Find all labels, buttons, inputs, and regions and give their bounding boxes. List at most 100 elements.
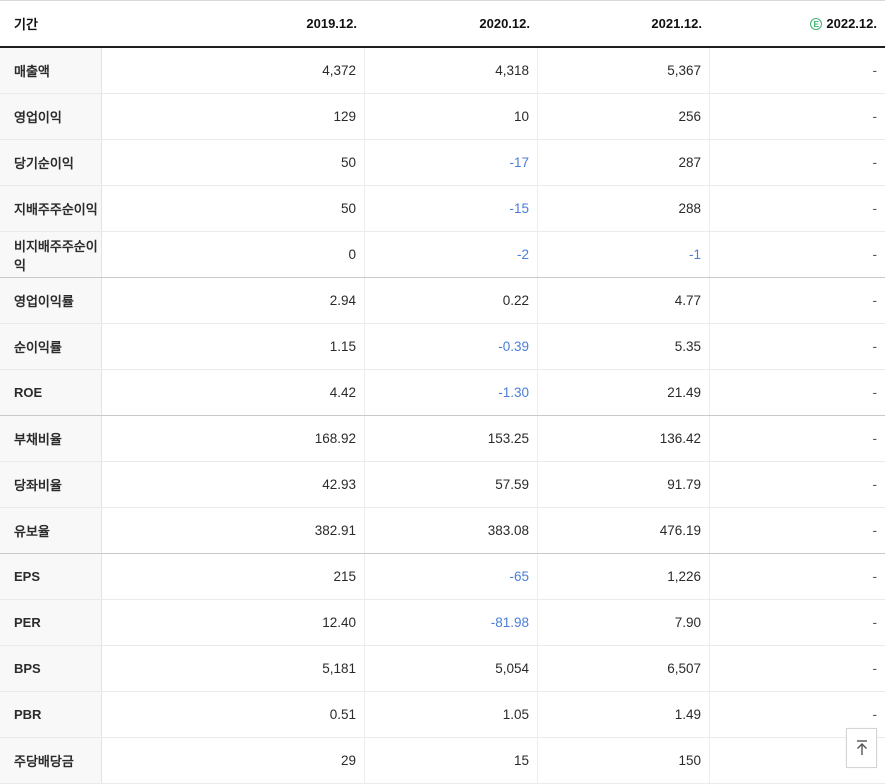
header-column-202112: 2021.12. bbox=[651, 16, 702, 31]
cell-value: - bbox=[872, 155, 878, 170]
cell-value: 50 bbox=[102, 140, 365, 185]
cell-value: 4.42 bbox=[102, 370, 365, 415]
cell-value: 7.90 bbox=[538, 600, 710, 645]
row-label: 영업이익률 bbox=[0, 278, 102, 323]
cell-value: 129 bbox=[102, 94, 365, 139]
cell-value: 136.42 bbox=[538, 416, 710, 461]
table-row: 당기순이익 50 -17 287 - bbox=[0, 140, 885, 186]
cell-value: 5,367 bbox=[538, 48, 710, 93]
cell-value: 382.91 bbox=[102, 508, 365, 553]
row-label: 지배주주순이익 bbox=[0, 186, 102, 231]
cell-value: - bbox=[872, 385, 878, 400]
row-label: 유보율 bbox=[0, 508, 102, 553]
header-column-202212: E 2022.12. bbox=[710, 16, 885, 31]
cell-value: 4,372 bbox=[102, 48, 365, 93]
cell-value: -1.30 bbox=[365, 370, 538, 415]
cell-value: 383.08 bbox=[365, 508, 538, 553]
cell-value: 21.49 bbox=[538, 370, 710, 415]
cell-value: - bbox=[872, 109, 878, 124]
cell-value: -81.98 bbox=[365, 600, 538, 645]
table-header-row: 기간 2019.12. 2020.12. 2021.12. E 2022.12. bbox=[0, 1, 885, 48]
cell-value: 1.15 bbox=[102, 324, 365, 369]
table-row: 영업이익 129 10 256 - bbox=[0, 94, 885, 140]
cell-value: -0.39 bbox=[365, 324, 538, 369]
row-label: PER bbox=[0, 600, 102, 645]
row-label: 주당배당금 bbox=[0, 738, 102, 783]
cell-value: 0 bbox=[102, 232, 365, 277]
table-row: BPS 5,181 5,054 6,507 - bbox=[0, 646, 885, 692]
estimate-icon: E bbox=[810, 18, 823, 31]
cell-value: 5,054 bbox=[365, 646, 538, 691]
cell-value: -1 bbox=[538, 232, 710, 277]
header-column-201912: 2019.12. bbox=[306, 16, 357, 31]
cell-value: - bbox=[872, 569, 878, 584]
cell-value: - bbox=[872, 707, 878, 722]
cell-value: 5,181 bbox=[102, 646, 365, 691]
table-row: EPS 215 -65 1,226 - bbox=[0, 554, 885, 600]
scroll-to-top-button[interactable] bbox=[846, 728, 877, 768]
row-label: 매출액 bbox=[0, 48, 102, 93]
cell-value: 1,226 bbox=[538, 554, 710, 599]
cell-value: 10 bbox=[365, 94, 538, 139]
cell-value: 6,507 bbox=[538, 646, 710, 691]
cell-value: - bbox=[872, 615, 878, 630]
cell-value: 5.35 bbox=[538, 324, 710, 369]
cell-value: -65 bbox=[365, 554, 538, 599]
cell-value: 1.49 bbox=[538, 692, 710, 737]
cell-value: 153.25 bbox=[365, 416, 538, 461]
table-row: 비지배주주순이익 0 -2 -1 - bbox=[0, 232, 885, 278]
row-label: 영업이익 bbox=[0, 94, 102, 139]
cell-value: 287 bbox=[538, 140, 710, 185]
cell-value: 57.59 bbox=[365, 462, 538, 507]
cell-value: -15 bbox=[365, 186, 538, 231]
cell-value: 4.77 bbox=[538, 278, 710, 323]
cell-value: - bbox=[872, 293, 878, 308]
cell-value: 256 bbox=[538, 94, 710, 139]
table-row: 매출액 4,372 4,318 5,367 - bbox=[0, 48, 885, 94]
header-column-label: 2022.12. bbox=[826, 15, 877, 31]
cell-value: 215 bbox=[102, 554, 365, 599]
cell-value: 91.79 bbox=[538, 462, 710, 507]
cell-value: 2.94 bbox=[102, 278, 365, 323]
cell-value: - bbox=[872, 201, 878, 216]
row-label: BPS bbox=[0, 646, 102, 691]
table-row: 순이익률 1.15 -0.39 5.35 - bbox=[0, 324, 885, 370]
row-label: 당좌비율 bbox=[0, 462, 102, 507]
cell-value: 0.22 bbox=[365, 278, 538, 323]
header-column-202012: 2020.12. bbox=[479, 16, 530, 31]
cell-value: - bbox=[872, 477, 878, 492]
cell-value: 29 bbox=[102, 738, 365, 783]
table-row: 부채비율 168.92 153.25 136.42 - bbox=[0, 416, 885, 462]
table-row: PBR 0.51 1.05 1.49 - bbox=[0, 692, 885, 738]
row-label: ROE bbox=[0, 370, 102, 415]
cell-value: 4,318 bbox=[365, 48, 538, 93]
cell-value: 12.40 bbox=[102, 600, 365, 645]
row-label: PBR bbox=[0, 692, 102, 737]
row-label: 순이익률 bbox=[0, 324, 102, 369]
cell-value: 476.19 bbox=[538, 508, 710, 553]
cell-value: - bbox=[872, 661, 878, 676]
cell-value: 288 bbox=[538, 186, 710, 231]
table-row: 당좌비율 42.93 57.59 91.79 - bbox=[0, 462, 885, 508]
row-label: 비지배주주순이익 bbox=[0, 232, 102, 277]
cell-value: 150 bbox=[538, 738, 710, 783]
cell-value: 0.51 bbox=[102, 692, 365, 737]
cell-value: - bbox=[872, 339, 878, 354]
table-body: 매출액 4,372 4,318 5,367- 영업이익 129 10 256- 당기순이익 50-… bbox=[0, 48, 885, 784]
cell-value: - bbox=[872, 431, 878, 446]
cell-value: 15 bbox=[365, 738, 538, 783]
table-row: 영업이익률 2.94 0.22 4.77 - bbox=[0, 278, 885, 324]
table-row: ROE 4.42 -1.30 21.49 - bbox=[0, 370, 885, 416]
cell-value: -2 bbox=[365, 232, 538, 277]
cell-value: 168.92 bbox=[102, 416, 365, 461]
table-row: 유보율 382.91 383.08 476.19 - bbox=[0, 508, 885, 554]
cell-value: - bbox=[872, 247, 878, 262]
row-label: 당기순이익 bbox=[0, 140, 102, 185]
row-label: EPS bbox=[0, 554, 102, 599]
cell-value: - bbox=[872, 523, 878, 538]
cell-value: 50 bbox=[102, 186, 365, 231]
cell-value: - bbox=[872, 63, 878, 78]
arrow-up-to-top-icon bbox=[854, 738, 870, 758]
